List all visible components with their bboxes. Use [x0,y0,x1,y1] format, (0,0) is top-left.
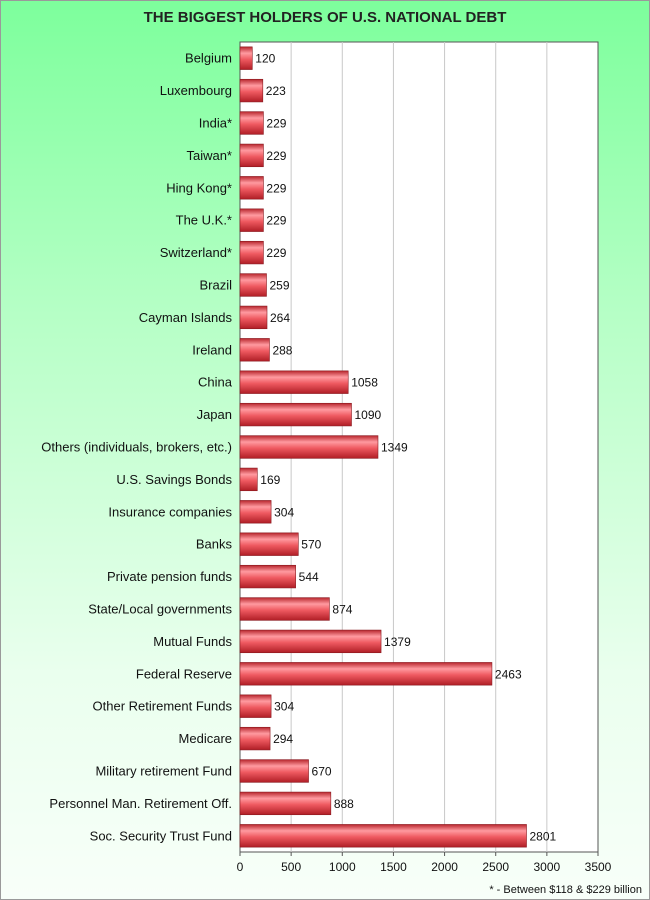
bar [239,305,268,330]
chart-title: THE BIGGEST HOLDERS OF U.S. NATIONAL DEB… [144,9,507,26]
bars [239,46,527,848]
category-label: China [198,375,233,390]
category-label: Mutual Funds [153,634,232,649]
bar [239,111,264,135]
value-label: 304 [274,700,294,714]
x-axis-ticks: 0 500 1000 1500 2000 2500 3000 3500 [237,852,612,874]
value-label: 294 [273,732,293,746]
value-label: 1090 [354,408,381,422]
value-label: 1379 [384,635,411,649]
value-labels: 120 223 229 229 229 229 229 259 264 288 1058 1090 13… [255,52,556,844]
bar [239,435,379,459]
category-label: Private pension funds [107,569,233,584]
value-label: 288 [272,343,292,357]
category-label: Medicare [179,731,232,746]
category-label: Federal Reserve [136,666,232,681]
value-label: 874 [332,603,352,617]
bar [239,370,349,394]
bar [239,824,527,848]
value-label: 570 [301,538,321,552]
bar [239,46,253,70]
value-label: 304 [274,505,294,519]
bar [239,338,270,362]
bar [239,662,493,686]
bar [239,500,272,524]
bar [239,597,330,621]
value-label: 888 [334,797,354,811]
category-label: Japan [197,407,232,422]
value-label: 544 [299,570,319,584]
category-label: Others (individuals, brokers, etc.) [41,440,232,455]
category-label: Taiwan* [186,148,232,163]
category-label: Brazil [199,278,232,293]
bar [239,759,309,783]
bar [239,532,299,556]
bar [239,176,264,200]
x-tick-label: 1000 [329,860,356,874]
category-label: Ireland [192,342,232,357]
value-label: 259 [269,279,289,293]
bar [239,143,264,168]
x-tick-label: 2000 [431,860,458,874]
value-label: 229 [266,117,286,131]
category-label: Personnel Man. Retirement Off. [49,796,232,811]
value-label: 264 [270,311,290,325]
bar [239,694,272,718]
bar [239,629,382,654]
value-label: 229 [266,149,286,163]
category-label: Banks [196,537,233,552]
category-label: India* [199,116,232,131]
value-label: 2463 [495,667,522,681]
category-label: Insurance companies [108,504,232,519]
bar [239,467,258,492]
x-tick-label: 0 [237,860,244,874]
category-label: Hing Kong* [166,180,232,195]
category-label: Soc. Security Trust Fund [90,828,232,843]
footnote: * - Between $118 & $229 billion [489,884,642,896]
x-tick-label: 500 [281,860,301,874]
category-label: Other Retirement Funds [93,699,233,714]
category-label: Luxembourg [160,83,232,98]
value-label: 1058 [351,376,378,390]
bar [239,402,352,427]
x-tick-label: 2500 [482,860,509,874]
bar [239,726,271,751]
value-label: 2801 [530,829,557,843]
value-label: 670 [312,765,332,779]
category-labels: Belgium Luxembourg India* Taiwan* Hing Kong*… [41,51,233,844]
bar [239,564,296,589]
bar [239,78,264,103]
category-label: Switzerland* [160,245,232,260]
value-label: 120 [255,52,275,66]
value-label: 223 [266,84,286,98]
value-label: 229 [266,214,286,228]
category-label: The U.K.* [176,213,232,228]
bar [239,240,264,265]
bar [239,273,267,297]
bar [239,208,264,232]
category-label: Cayman Islands [139,310,233,325]
value-label: 229 [266,181,286,195]
category-label: State/Local governments [88,602,232,617]
x-tick-label: 3000 [534,860,561,874]
bar [239,791,332,816]
value-label: 229 [266,246,286,260]
value-label: 1349 [381,441,408,455]
x-tick-label: 3500 [585,860,612,874]
category-label: Military retirement Fund [95,764,232,779]
value-label: 169 [260,473,280,487]
category-label: Belgium [185,51,232,66]
x-tick-label: 1500 [380,860,407,874]
category-label: U.S. Savings Bonds [116,472,232,487]
